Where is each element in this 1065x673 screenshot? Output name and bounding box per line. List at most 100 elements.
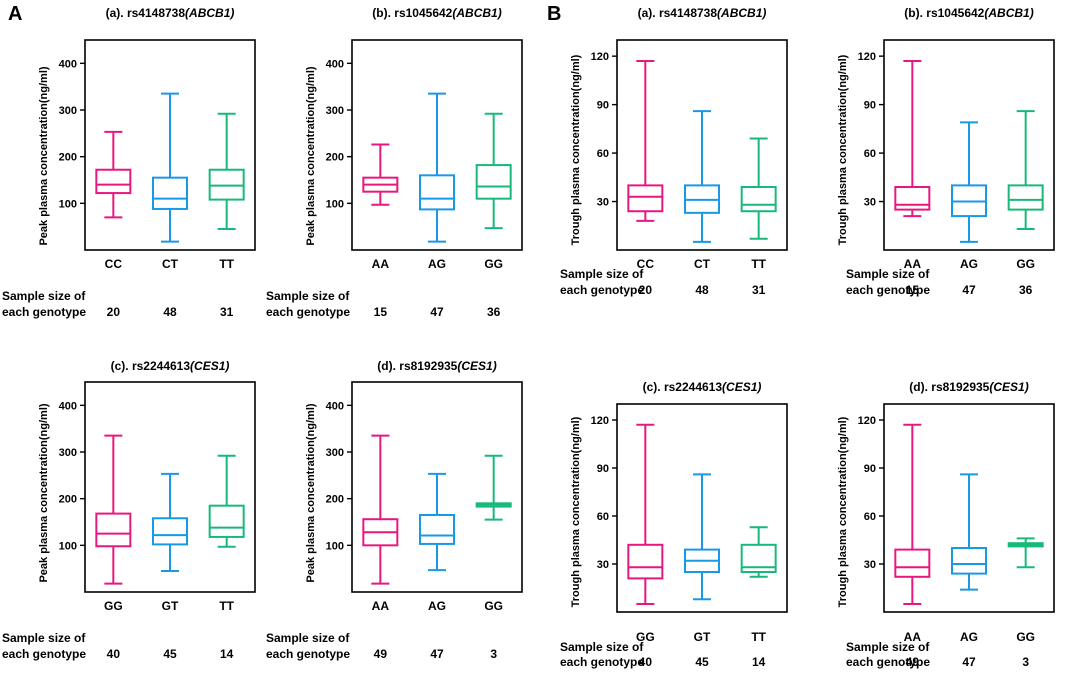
sample-size-value: 49 (374, 647, 388, 661)
y-tick-label: 100 (59, 198, 77, 210)
sample-size-value: 15 (906, 283, 920, 297)
y-axis-label: Peak plasma concentration(ng/ml) (305, 66, 317, 245)
chart-title-snp: (a). rs4148738 (106, 6, 186, 20)
y-tick-label: 200 (59, 152, 77, 164)
y-tick-label: 90 (864, 100, 876, 112)
sample-size-value: 3 (1022, 655, 1029, 669)
sample-size-value: 47 (430, 647, 444, 661)
box-ag (951, 121, 987, 243)
chart-title-gene: (CES1) (722, 380, 761, 394)
sample-size-label-line1: Sample size of (560, 267, 644, 281)
box-ag (419, 92, 455, 243)
y-axis-label: Trough plasma concentration(ng/ml) (837, 54, 849, 245)
sample-size-value: 49 (906, 655, 920, 669)
box-gt (152, 472, 188, 572)
chart-title-snp: (b). rs1045642 (372, 6, 452, 20)
chart-title-snp: (d). rs8192935 (377, 359, 457, 373)
y-axis-label: Trough plasma concentration(ng/ml) (570, 54, 582, 245)
category-label: GG (1016, 257, 1035, 271)
category-label: AA (904, 257, 922, 271)
plot-frame (616, 403, 788, 613)
iqr-box (740, 186, 777, 213)
box-ag (951, 473, 987, 591)
chart-a-4: (d). rs8192935(CES1) Peak plasma concentr… (266, 359, 523, 661)
box-gg (1007, 110, 1044, 230)
box-gg (475, 112, 512, 230)
chart-title-gene: (ABCB1) (984, 6, 1033, 20)
sample-size-label-line2: each genotype (560, 655, 644, 669)
chart-a-2: (b). rs1045642(ABCB1) Peak plasma concent… (266, 6, 523, 319)
sample-size-value: 40 (107, 647, 121, 661)
iqr-box (95, 512, 132, 548)
y-axis-label: Peak plasma concentration(ng/ml) (305, 403, 317, 582)
y-tick-label: 200 (326, 152, 344, 164)
y-tick-label: 60 (597, 148, 609, 160)
y-tick-label: 400 (59, 400, 77, 412)
category-label: GG (484, 257, 503, 271)
sample-size-value: 45 (163, 647, 177, 661)
y-tick-label: 300 (326, 447, 344, 459)
category-label: GG (104, 599, 123, 613)
sample-size-label-line1: Sample size of (846, 267, 930, 281)
y-tick-label: 30 (864, 559, 876, 571)
sample-size-value: 48 (163, 305, 177, 319)
sample-size-value: 31 (220, 305, 234, 319)
box-aa (894, 423, 931, 605)
sample-size-value: 20 (107, 305, 121, 319)
box-gg (475, 454, 512, 521)
sample-size-label-line2: each genotype (2, 647, 86, 661)
y-tick-label: 60 (864, 148, 876, 160)
sample-size-value: 45 (695, 655, 709, 669)
y-tick-label: 90 (864, 463, 876, 475)
panel-letter-a: A (8, 3, 22, 25)
y-axis-label: Trough plasma concentration(ng/ml) (570, 416, 582, 607)
iqr-box (419, 514, 455, 545)
sample-size-value: 3 (490, 647, 497, 661)
y-tick-label: 90 (597, 100, 609, 112)
chart-a-3: (c). rs2244613(CES1) Peak plasma concentr… (2, 359, 256, 661)
sample-size-value: 47 (962, 655, 976, 669)
chart-title-snp: (c). rs2244613 (111, 359, 191, 373)
category-label: GT (162, 599, 179, 613)
iqr-box (951, 547, 987, 575)
category-label: TT (751, 257, 766, 271)
plot-frame (616, 39, 788, 251)
sample-size-label-line1: Sample size of (266, 631, 350, 645)
sample-size-value: 47 (962, 283, 976, 297)
category-label: AA (372, 599, 390, 613)
category-label: GG (484, 599, 503, 613)
chart-title-snp: (a). rs4148738 (638, 6, 718, 20)
plot-frame (351, 381, 523, 593)
plot-frame (883, 403, 1055, 613)
y-tick-label: 120 (858, 415, 876, 427)
chart-title: (d). rs8192935(CES1) (377, 359, 496, 373)
iqr-box (627, 184, 664, 213)
y-tick-label: 120 (858, 51, 876, 63)
sample-size-label-line1: Sample size of (266, 289, 350, 303)
chart-title-snp: (d). rs8192935 (909, 380, 989, 394)
box-aa (362, 434, 399, 585)
box-gg (627, 423, 664, 605)
box-ct (152, 92, 188, 243)
category-label: AG (428, 599, 446, 613)
category-label: AA (372, 257, 390, 271)
sample-size-value: 48 (695, 283, 709, 297)
chart-title-gene: (ABCB1) (185, 6, 234, 20)
chart-b-4: (d). rs8192935(CES1) Trough plasma concen… (837, 380, 1055, 669)
y-tick-label: 400 (326, 58, 344, 70)
chart-title: (b). rs1045642(ABCB1) (372, 6, 501, 20)
category-label: TT (751, 630, 766, 644)
chart-title: (d). rs8192935(CES1) (909, 380, 1028, 394)
y-tick-label: 30 (597, 559, 609, 571)
chart-b-2: (b). rs1045642(ABCB1) Trough plasma conce… (837, 6, 1055, 297)
chart-b-3: (c). rs2244613(CES1) Trough plasma concen… (560, 380, 788, 669)
chart-title: (a). rs4148738(ABCB1) (106, 6, 235, 20)
sample-size-label-line1: Sample size of (846, 640, 930, 654)
iqr-box (152, 176, 188, 210)
chart-title-gene: (CES1) (989, 380, 1028, 394)
sample-size-value: 40 (639, 655, 653, 669)
category-label: GT (694, 630, 711, 644)
iqr-box (152, 517, 188, 546)
y-axis-label: Peak plasma concentration(ng/ml) (38, 66, 50, 245)
iqr-box (1007, 184, 1044, 211)
